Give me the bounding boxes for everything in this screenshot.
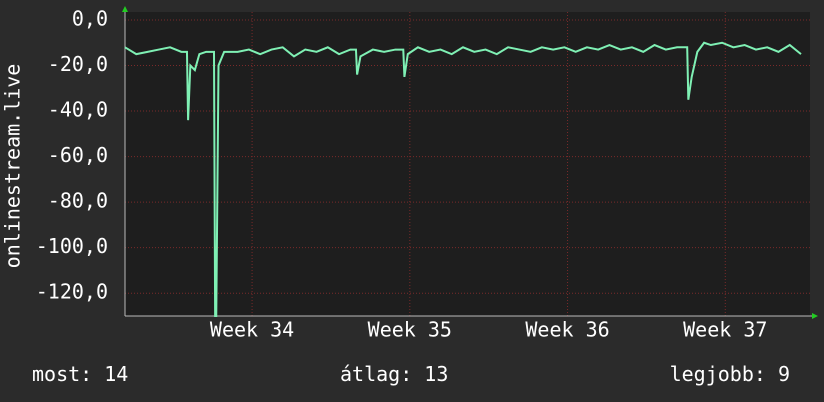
y-tick-label: -120,0 [36, 280, 108, 304]
footer-label: legjobb: [670, 362, 766, 386]
x-tick-label: Week 36 [525, 318, 609, 342]
y-tick-label: -60,0 [48, 143, 108, 167]
plot-area [125, 12, 810, 316]
footer-value: 9 [778, 362, 790, 386]
x-tick-label: Week 37 [683, 318, 767, 342]
y-tick-label: -40,0 [48, 98, 108, 122]
y-tick-label: -20,0 [48, 52, 108, 76]
data-line [124, 41, 802, 317]
y-tick-label: -80,0 [48, 189, 108, 213]
x-tick-label: Week 34 [210, 318, 294, 342]
footer-value: 13 [424, 362, 448, 386]
y-axis-label: onlinestream.live [1, 64, 25, 269]
footer-stat: most: 14 [32, 362, 128, 386]
x-arrow [812, 313, 818, 319]
marks [124, 41, 802, 317]
x-tick-label: Week 35 [368, 318, 452, 342]
footer-stat: átlag: 13 [340, 362, 448, 386]
y-tick-label: -100,0 [36, 234, 108, 258]
y-tick-label: 0,0 [72, 6, 108, 30]
footer-stat: legjobb: 9 [670, 362, 790, 386]
footer-label: most: [32, 362, 92, 386]
grid [125, 12, 810, 316]
footer-label: átlag: [340, 362, 412, 386]
y-arrow [122, 6, 128, 12]
footer-value: 14 [104, 362, 128, 386]
